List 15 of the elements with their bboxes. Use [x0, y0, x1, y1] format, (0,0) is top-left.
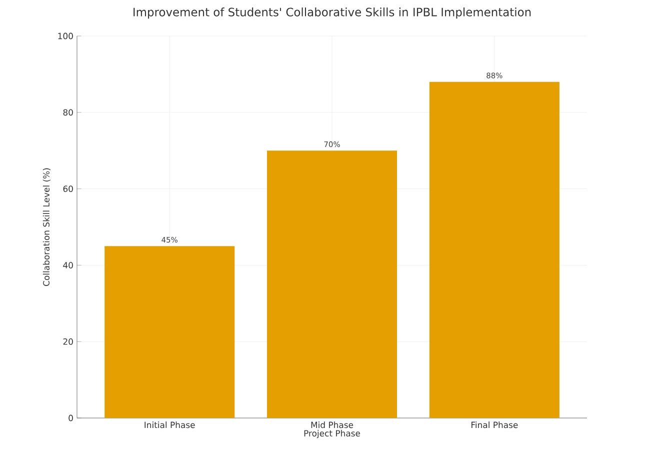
bar — [104, 246, 235, 418]
x-tick-label: Final Phase — [472, 422, 518, 428]
chart-title: Improvement of Students' Collaborative Skills in IPBL Implementation — [134, 8, 531, 19]
x-tick-label: Initial Phase — [144, 422, 195, 428]
y-axis-title: Collaboration Skill Level (%) — [42, 168, 50, 286]
y-tick-label: 0 — [68, 414, 73, 422]
bar — [429, 82, 560, 418]
x-axis-title: Project Phase — [304, 430, 360, 438]
y-tick-label: 80 — [63, 109, 73, 116]
y-tick-label: 100 — [58, 32, 73, 40]
y-tick-label: 40 — [63, 262, 73, 268]
y-tick-label: 60 — [63, 186, 73, 192]
y-tick-label: 20 — [63, 338, 73, 345]
x-tick-label: Mid Phase — [311, 422, 354, 428]
bar — [267, 150, 398, 418]
